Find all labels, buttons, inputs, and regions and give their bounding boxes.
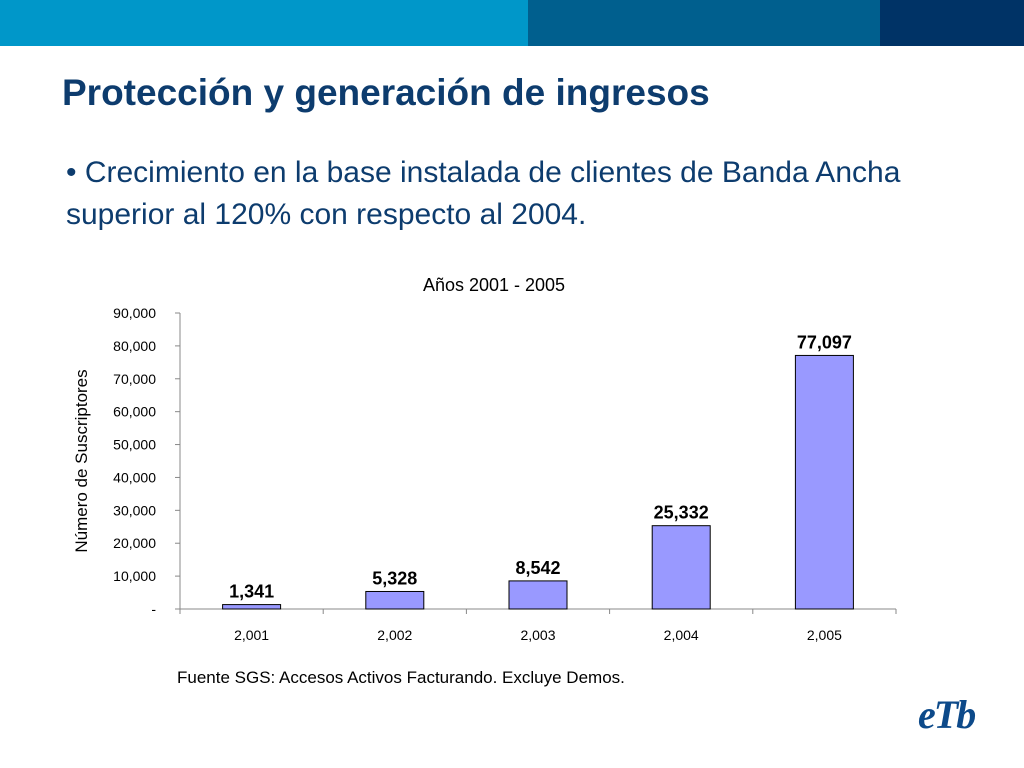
data-label: 77,097 [797,332,852,352]
bullet-point: • Crecimiento en la base instalada de cl… [66,156,901,231]
bar [794,354,854,610]
source-note: Fuente SGS: Accesos Activos Facturando. … [177,668,625,687]
y-axis-label: Número de Suscriptores [72,369,91,552]
data-label: 5,328 [372,568,417,588]
y-tick-label: 10,000 [113,568,156,584]
y-tick-label: 90,000 [113,305,156,321]
header-bar-segment-dark [880,0,1024,46]
bar [651,525,711,610]
etb-logo-icon: eTb [918,692,977,737]
y-tick-label: 70,000 [113,371,156,387]
header-color-bar [0,0,1024,46]
data-label: 8,542 [515,558,560,578]
y-tick-label: 60,000 [113,404,156,420]
data-label: 25,332 [654,503,709,523]
y-tick-label: 50,000 [113,437,156,453]
y-tick-label: 30,000 [113,502,156,518]
x-tick-label: 2,002 [377,627,412,643]
header-bar-segment-light [0,0,528,46]
bar [222,604,282,610]
bar-chart: Años 2001 - 2005 Número de Suscriptores - 1… [72,275,897,643]
x-tick-label: 2,001 [234,627,269,643]
y-tick-label: 80,000 [113,338,156,354]
slide-title: Protección y generación de ingresos [62,72,710,113]
chart-title: Años 2001 - 2005 [423,275,565,295]
header-bar-segment-mid [528,0,880,46]
y-tick-label: 20,000 [113,535,156,551]
bar [365,590,425,610]
bar [508,580,568,610]
x-tick-label: 2,004 [664,627,699,643]
x-tick-label: 2,003 [520,627,555,643]
x-tick-label: 2,005 [807,627,842,643]
logo-text: eTb [918,692,975,737]
data-label: 1,341 [229,582,274,602]
y-tick-label: 40,000 [113,469,156,485]
y-tick-label: - [151,601,156,617]
